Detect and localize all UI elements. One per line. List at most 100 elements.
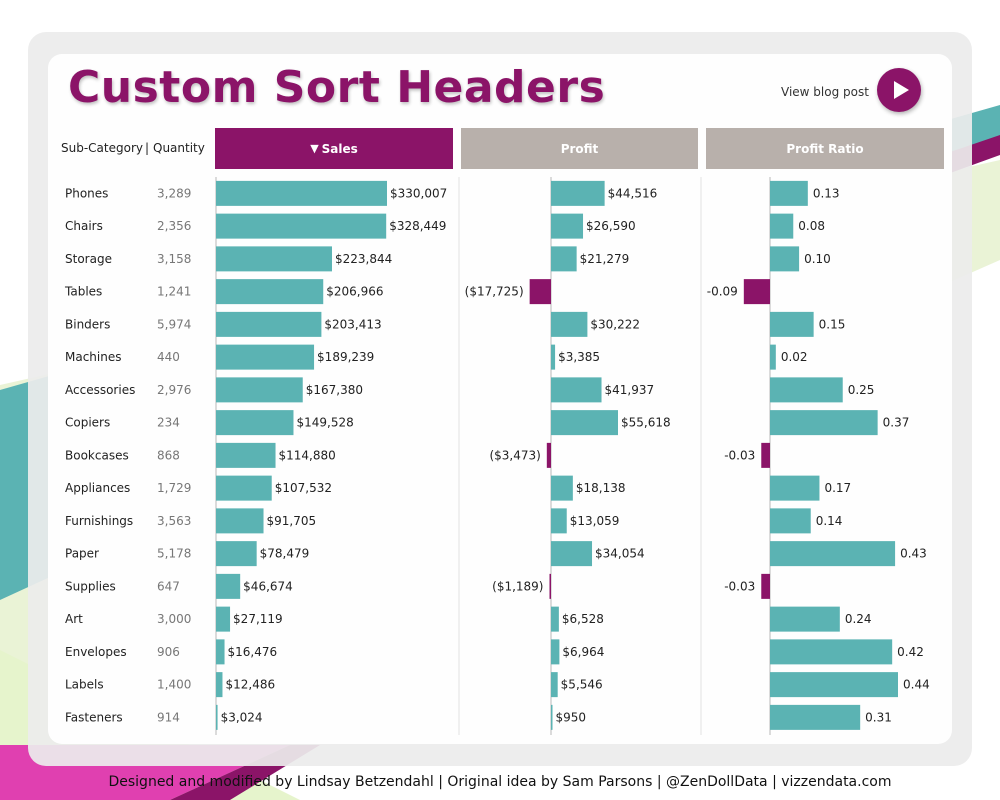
sales-bar — [216, 311, 322, 337]
profit-ratio-value-label: 0.37 — [883, 416, 910, 430]
sort-descending-icon: ▼ — [310, 142, 319, 155]
profit-bar — [551, 246, 577, 272]
sales-bar — [216, 410, 294, 436]
profit-bar — [551, 377, 602, 403]
profit-value-label: $55,618 — [621, 416, 671, 430]
view-blog-post-link[interactable]: View blog post — [781, 85, 869, 99]
sales-bar — [216, 573, 241, 599]
category-label: Tables — [64, 285, 102, 299]
sales-value-label: $27,119 — [233, 612, 283, 626]
profit-value-label: $44,516 — [608, 186, 658, 200]
profit-bar — [551, 311, 588, 337]
profit-ratio-bar — [770, 541, 896, 567]
profit-bar — [551, 541, 593, 567]
category-label: Fasteners — [65, 710, 123, 724]
profit-bar — [551, 410, 618, 436]
quantity-label: 1,729 — [157, 481, 191, 495]
quantity-label: 234 — [157, 416, 180, 430]
footer-credits: Designed and modified by Lindsay Betzend… — [108, 774, 892, 790]
header-separator: | — [145, 141, 150, 155]
sales-value-label: $3,024 — [221, 710, 263, 724]
profit-ratio-bar — [770, 672, 898, 698]
profit-ratio-sort-header[interactable]: Profit Ratio — [706, 128, 944, 169]
sales-value-label: $16,476 — [228, 645, 278, 659]
sales-value-label: $330,007 — [390, 186, 447, 200]
sales-value-label: $114,880 — [279, 448, 336, 462]
category-label: Supplies — [65, 579, 116, 593]
profit-bar — [551, 475, 573, 501]
profit-ratio-bar — [770, 377, 843, 403]
sales-bar — [216, 508, 264, 534]
profit-ratio-bar — [770, 475, 820, 501]
quantity-label: 3,000 — [157, 612, 191, 626]
profit-ratio-bar — [770, 704, 861, 730]
quantity-label: 2,976 — [157, 383, 191, 397]
category-label: Copiers — [65, 416, 110, 430]
category-label: Envelopes — [65, 645, 127, 659]
sales-bar — [216, 639, 225, 665]
quantity-label: 440 — [157, 350, 180, 364]
sales-value-label: $203,413 — [324, 317, 381, 331]
sales-bar — [216, 180, 387, 206]
profit-bar — [529, 279, 551, 305]
profit-value-label: $34,054 — [595, 547, 645, 561]
sales-value-label: $91,705 — [267, 514, 317, 528]
profit-ratio-value-label: 0.24 — [845, 612, 872, 626]
quantity-label: 2,356 — [157, 219, 191, 233]
profit-ratio-bar — [770, 639, 893, 665]
profit-bar — [551, 180, 605, 206]
profit-bar — [546, 442, 551, 468]
sales-bar — [216, 377, 303, 403]
category-label: Appliances — [65, 481, 130, 495]
play-button[interactable] — [877, 68, 921, 112]
profit-value-label: ($17,725) — [465, 285, 524, 299]
category-label: Art — [65, 612, 83, 626]
quantity-label: 3,563 — [157, 514, 191, 528]
sales-bar — [216, 606, 231, 632]
profit-value-label: $30,222 — [590, 317, 640, 331]
quantity-label: 1,400 — [157, 678, 191, 692]
sales-bar — [216, 246, 332, 272]
profit-value-label: $26,590 — [586, 219, 636, 233]
profit-value-label: $5,546 — [561, 678, 603, 692]
subcategory-header: Sub-Category — [61, 141, 143, 155]
profit-sort-header[interactable]: Profit — [461, 128, 698, 169]
profit-bar — [551, 508, 567, 534]
category-label: Binders — [65, 317, 110, 331]
profit-ratio-value-label: 0.25 — [848, 383, 875, 397]
profit-ratio-bar — [770, 508, 811, 534]
profit-value-label: $3,385 — [558, 350, 600, 364]
quantity-label: 1,241 — [157, 285, 191, 299]
sales-bar — [216, 541, 257, 567]
quantity-label: 5,974 — [157, 317, 191, 331]
profit-ratio-value-label: 0.42 — [897, 645, 924, 659]
sales-value-label: $189,239 — [317, 350, 374, 364]
category-label: Bookcases — [65, 448, 129, 462]
category-label: Paper — [65, 547, 99, 561]
sales-value-label: $206,966 — [326, 285, 383, 299]
sales-bar — [216, 475, 272, 501]
play-icon — [894, 81, 909, 99]
profit-ratio-bar — [770, 344, 776, 370]
sales-value-label: $78,479 — [260, 547, 310, 561]
profit-ratio-bar — [770, 246, 800, 272]
profit-ratio-bar — [770, 311, 814, 337]
quantity-label: 868 — [157, 448, 180, 462]
profit-ratio-bar — [761, 573, 770, 599]
quantity-label: 906 — [157, 645, 180, 659]
profit-value-label: $41,937 — [605, 383, 655, 397]
sales-bar — [216, 213, 387, 239]
category-label: Machines — [65, 350, 121, 364]
profit-ratio-bar — [770, 213, 794, 239]
sales-sort-header[interactable]: ▼ Sales — [215, 128, 453, 169]
profit-value-label: $13,059 — [570, 514, 620, 528]
sales-bar — [216, 344, 315, 370]
quantity-label: 3,289 — [157, 186, 191, 200]
category-label: Chairs — [65, 219, 103, 233]
profit-bar — [551, 672, 558, 698]
sales-value-label: $107,532 — [275, 481, 332, 495]
profit-value-label: ($1,189) — [492, 579, 543, 593]
quantity-header: Quantity — [153, 141, 205, 155]
sales-value-label: $167,380 — [306, 383, 363, 397]
sales-bar — [216, 442, 276, 468]
